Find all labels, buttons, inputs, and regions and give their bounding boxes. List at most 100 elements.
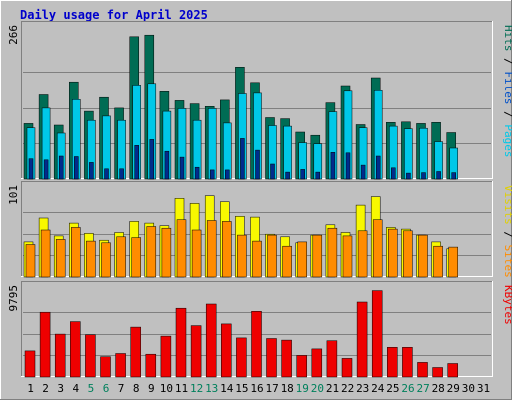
x-tick-label-11: 11 <box>175 382 188 395</box>
bar-kbytes-day-13 <box>205 303 217 378</box>
bar-kbytes-day-23 <box>356 301 368 378</box>
bar-sites-day-9 <box>146 226 157 278</box>
bar-sites-day-16 <box>252 240 262 278</box>
x-tick-label-24: 24 <box>371 382 385 395</box>
bar-sites-day-1 <box>25 244 36 278</box>
bar-kbytes-day-3 <box>54 333 66 378</box>
bar-kbytes-day-28 <box>432 367 443 378</box>
bar-pages-day-20 <box>315 171 321 180</box>
bar-sites-day-2 <box>40 229 51 278</box>
bar-kbytes-day-4 <box>70 321 81 378</box>
x-tick-label-23: 23 <box>356 382 369 395</box>
bar-sites-day-15 <box>237 234 247 278</box>
bar-sites-day-13 <box>206 220 217 278</box>
bar-pages-day-6 <box>104 168 109 180</box>
bar-sites-day-18 <box>282 245 292 278</box>
bar-kbytes-day-16 <box>251 311 262 378</box>
bar-sites-day-29 <box>448 246 458 278</box>
bar-pages-day-22 <box>345 152 351 180</box>
bar-kbytes-day-5 <box>85 334 96 378</box>
bar-pages-day-13 <box>209 169 215 180</box>
x-tick-label-10: 10 <box>160 382 173 395</box>
x-tick-label-7: 7 <box>118 382 125 395</box>
bar-pages-day-14 <box>225 169 230 180</box>
x-tick-label-21: 21 <box>326 382 339 395</box>
bar-files-day-27 <box>419 127 428 180</box>
panel-kbytes: 9795 <box>7 281 493 378</box>
bar-sites-day-27 <box>418 234 428 278</box>
x-tick-label-20: 20 <box>311 382 324 395</box>
bar-pages-day-18 <box>285 171 290 180</box>
bar-sites-day-19 <box>297 241 307 278</box>
panel-visits-sites: 101 <box>7 181 493 278</box>
chart-title: Daily usage for April 2025 <box>20 8 208 22</box>
bar-sites-day-22 <box>342 235 353 278</box>
bar-kbytes-day-18 <box>281 339 292 378</box>
x-tick-label-12: 12 <box>190 382 203 395</box>
bar-pages-day-17 <box>270 163 275 180</box>
bar-kbytes-day-7 <box>115 353 126 378</box>
x-tick-label-22: 22 <box>341 382 354 395</box>
bar-files-day-26 <box>404 128 413 180</box>
x-tick-label-17: 17 <box>265 382 278 395</box>
x-tick-label-25: 25 <box>386 382 399 395</box>
x-tick-label-31: 31 <box>477 382 490 395</box>
bar-sites-day-10 <box>161 227 172 278</box>
bar-sites-day-5 <box>86 240 96 278</box>
bar-kbytes-day-17 <box>266 338 277 378</box>
bar-sites-day-23 <box>357 230 368 278</box>
bar-pages-day-2 <box>43 159 49 180</box>
bar-sites-day-11 <box>176 219 187 278</box>
bar-pages-day-25 <box>391 167 396 180</box>
side-label-bottom: KBytes <box>502 285 512 325</box>
bar-pages-day-11 <box>179 156 185 180</box>
y-max-label-visits-sites: 101 <box>7 185 20 205</box>
bar-sites-day-25 <box>388 228 398 278</box>
bar-kbytes-day-11 <box>175 307 187 378</box>
x-tick-label-26: 26 <box>401 382 414 395</box>
x-tick-label-18: 18 <box>281 382 294 395</box>
bar-sites-day-21 <box>327 227 338 278</box>
bar-kbytes-day-29 <box>447 363 458 378</box>
bar-kbytes-day-14 <box>221 323 232 378</box>
bar-kbytes-day-2 <box>39 311 51 378</box>
bar-pages-day-3 <box>58 155 64 180</box>
bar-sites-day-6 <box>101 242 111 278</box>
bar-kbytes-day-12 <box>190 325 202 378</box>
bar-pages-day-16 <box>255 149 260 180</box>
bar-pages-day-24 <box>375 155 381 180</box>
bar-sites-day-8 <box>131 237 141 278</box>
bar-pages-day-4 <box>74 156 79 180</box>
bar-pages-day-10 <box>164 150 170 180</box>
bar-pages-day-27 <box>421 172 426 180</box>
x-tick-label-4: 4 <box>72 382 79 395</box>
bar-pages-day-9 <box>149 139 155 180</box>
bar-pages-day-7 <box>119 168 124 180</box>
bar-files-day-13 <box>207 108 217 180</box>
bar-sites-day-17 <box>267 234 277 278</box>
x-tick-label-8: 8 <box>133 382 140 395</box>
bar-sites-day-14 <box>222 221 232 278</box>
x-tick-label-2: 2 <box>42 382 49 395</box>
bar-sites-day-28 <box>433 245 443 278</box>
x-tick-label-5: 5 <box>88 382 95 395</box>
bar-sites-day-24 <box>372 219 383 278</box>
x-tick-label-15: 15 <box>235 382 248 395</box>
bar-kbytes-day-15 <box>236 337 247 378</box>
bar-pages-day-28 <box>436 171 441 180</box>
x-tick-label-1: 1 <box>27 382 34 395</box>
bar-kbytes-day-10 <box>160 335 172 378</box>
x-tick-label-30: 30 <box>462 382 475 395</box>
x-tick-label-19: 19 <box>296 382 309 395</box>
x-tick-label-27: 27 <box>416 382 429 395</box>
x-tick-label-14: 14 <box>220 382 234 395</box>
x-tick-label-3: 3 <box>57 382 64 395</box>
x-axis-labels: 1 2 3 4 5 6 7 8 9 10 11 12 13 14 15 16 17 18 19 20 21 22 23 24 2… <box>27 382 490 395</box>
y-max-label-hits-files-pages: 266 <box>7 25 20 45</box>
x-tick-label-28: 28 <box>432 382 445 395</box>
bar-kbytes-day-1 <box>24 350 36 378</box>
bar-kbytes-day-25 <box>387 347 398 378</box>
y-max-label-kbytes: 9795 <box>7 285 20 312</box>
bar-sites-day-12 <box>191 229 202 278</box>
bar-kbytes-day-27 <box>417 362 428 378</box>
